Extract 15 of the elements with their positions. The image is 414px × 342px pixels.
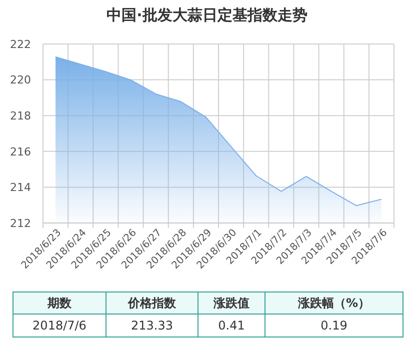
y-tick-label: 220: [10, 74, 31, 87]
text: 2018/7/6: [32, 318, 86, 333]
y-tick-label: 218: [10, 109, 31, 122]
chart-title: 中国·批发大蒜日定基指数走势: [106, 6, 308, 24]
y-tick-label: 216: [10, 145, 31, 158]
text: 涨跌幅（%）: [296, 296, 370, 310]
y-tick-label: 214: [10, 181, 31, 194]
text: 213.33: [131, 318, 173, 333]
y-tick-label: 222: [10, 38, 31, 51]
text: 期数: [46, 296, 72, 310]
y-tick-label: 212: [10, 216, 31, 230]
text: 价格指数: [127, 296, 177, 310]
text: 0.41: [218, 318, 245, 333]
text: 涨跌值: [212, 296, 250, 310]
text: 0.19: [320, 318, 348, 333]
